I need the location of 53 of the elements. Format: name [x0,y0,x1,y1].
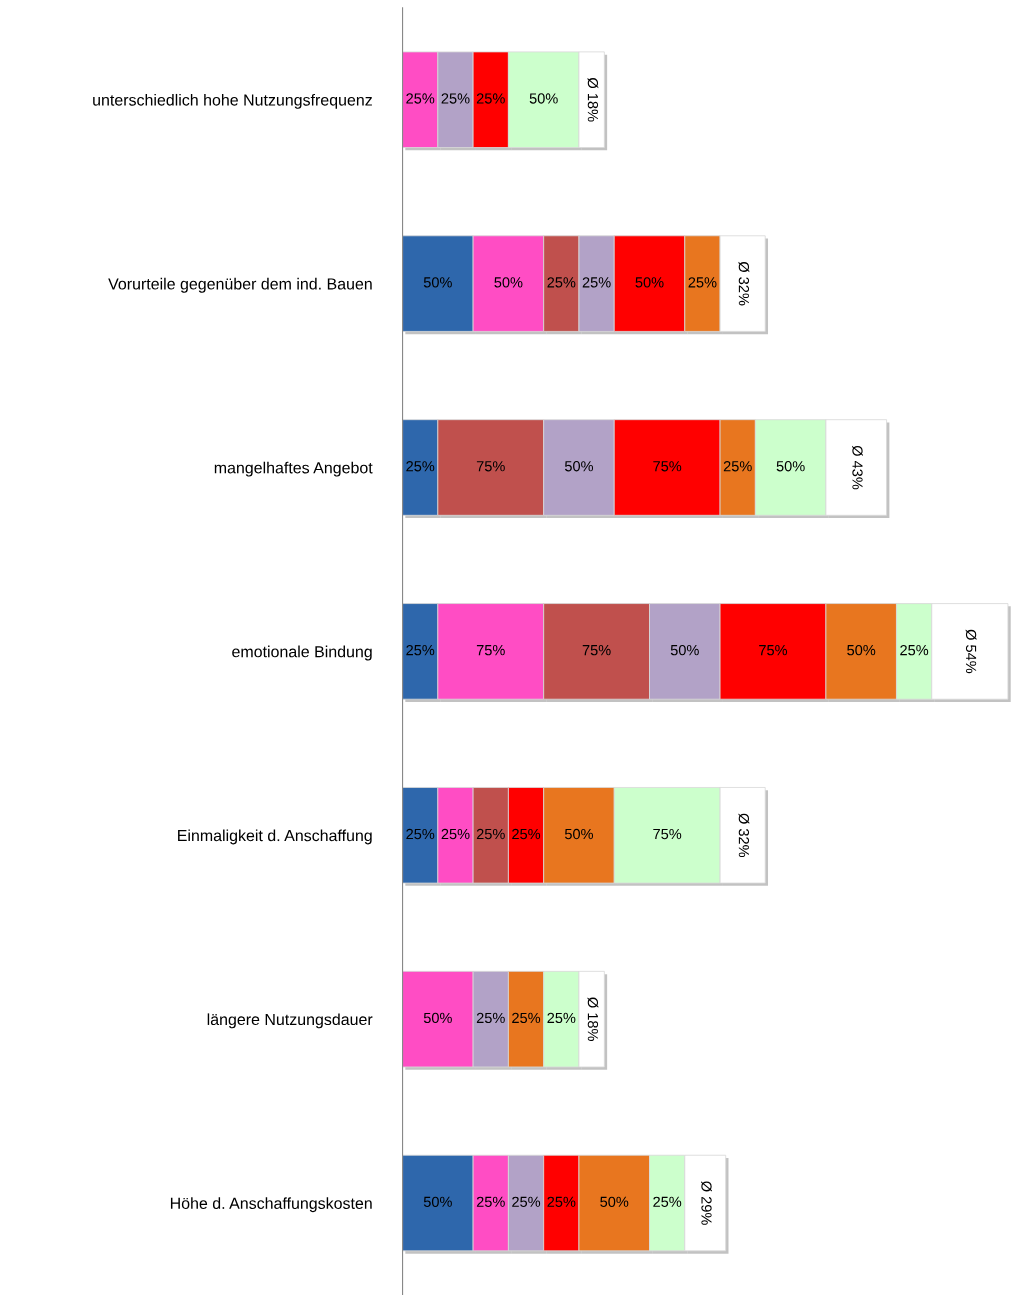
data-label: Ø 32% [738,261,750,306]
data-label: 25% [547,1196,576,1207]
y-tick-label: längere Nutzungsdauer [207,1013,373,1029]
data-label: 50% [529,93,558,104]
y-tick-label: unterschiedlich hohe Nutzungsfrequenz [93,93,372,109]
data-label: 25% [441,93,470,104]
data-label: 75% [653,461,682,472]
data-label: 25% [547,277,576,288]
data-label: 25% [512,1012,541,1024]
data-label: 25% [441,828,470,840]
data-label: 25% [582,277,611,288]
data-label: 25% [723,461,752,472]
data-label: 75% [476,461,505,472]
data-label: 25% [476,93,505,104]
y-tick-label: mangelhaftes Angebot [214,461,373,477]
data-label: 25% [406,828,435,840]
data-label: 25% [900,644,929,656]
data-label: 50% [670,644,699,656]
data-label: Ø 43% [852,445,863,490]
y-tick-label: Höhe d. Anschaffungskosten [170,1197,372,1213]
data-label: 25% [512,828,541,840]
data-label: 25% [406,93,435,104]
data-label: 50% [423,1012,452,1024]
y-tick-label: Vorurteile gegenüber dem ind. Bauen [108,277,372,293]
data-label: 25% [476,828,505,840]
data-label: 50% [600,1196,629,1207]
data-label: 25% [476,1012,505,1024]
data-label: Ø 18% [587,997,599,1041]
data-label: 50% [494,277,523,288]
data-label: 75% [476,645,505,656]
data-label: 25% [653,1196,682,1207]
data-label: 75% [582,645,611,656]
y-tick-label: Einmaligkeit d. Anschaffung [178,829,372,845]
data-label: Ø 54% [965,629,977,674]
data-label: 25% [547,1012,576,1024]
data-label: Ø 29% [701,1181,712,1225]
data-label: 25% [406,461,435,472]
data-label: Ø 18% [587,77,599,122]
data-label: 50% [564,828,594,840]
data-label: Ø 32% [738,813,750,858]
data-label: 75% [653,828,682,840]
data-label: 50% [635,277,664,288]
data-label: 25% [512,1196,541,1207]
data-label: 75% [759,645,788,656]
data-label: 25% [688,277,717,288]
data-label: 50% [847,644,876,656]
data-label: 50% [423,1196,452,1207]
data-label: 50% [423,277,452,288]
y-tick-label: emotionale Bindung [232,645,372,661]
data-label: 50% [776,461,805,472]
data-label: 50% [564,461,594,472]
data-label: 25% [406,644,435,656]
data-label: 25% [476,1196,505,1207]
